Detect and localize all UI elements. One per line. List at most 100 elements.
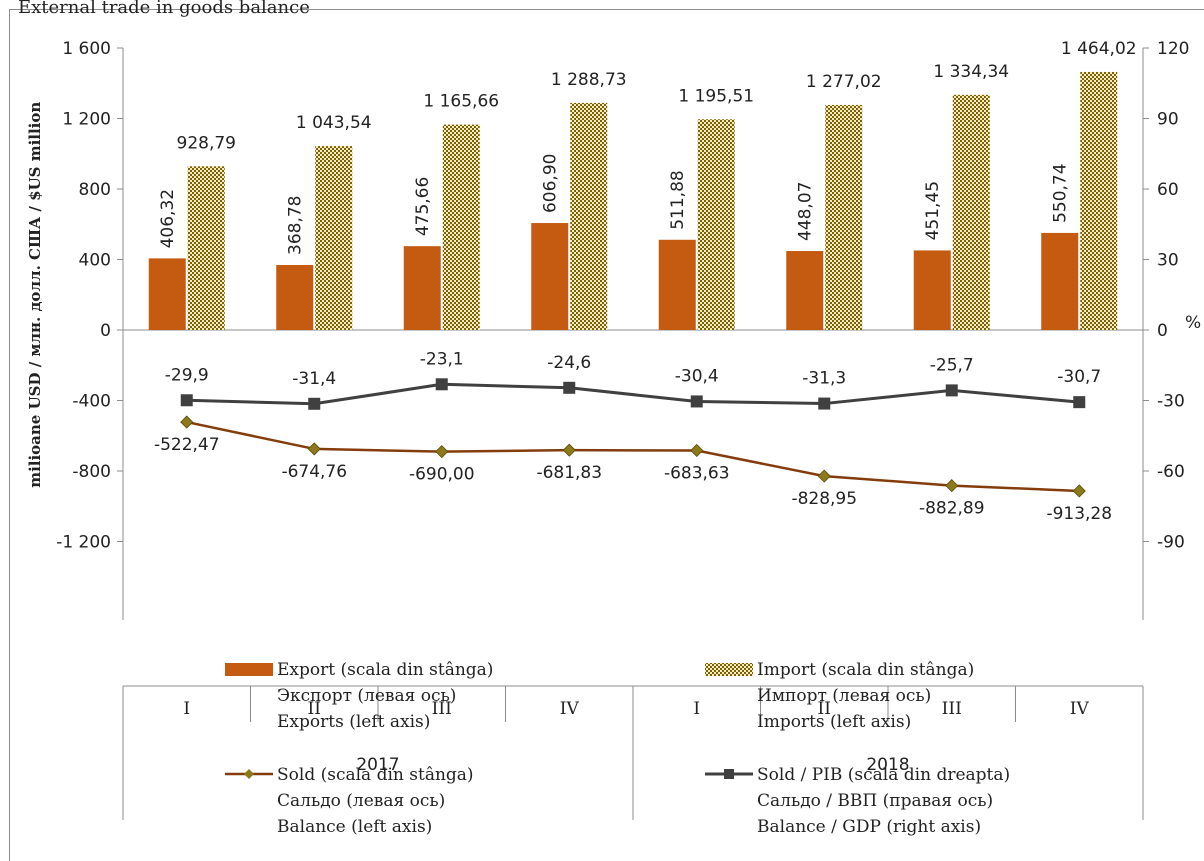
chart-frame: External trade in goods balance <box>9 0 1204 861</box>
year-label: 2018 <box>866 755 909 775</box>
left-tick-label: -1 200 <box>56 533 111 553</box>
export-bar <box>786 251 824 330</box>
export-bar <box>531 223 569 330</box>
balance-point <box>180 415 194 429</box>
balance-point <box>562 443 576 457</box>
balance-gdp-point <box>180 394 193 407</box>
left-tick-label: 0 <box>100 321 111 341</box>
import-bar <box>442 124 480 330</box>
export-bar <box>913 250 951 330</box>
export-data-label: 406,32 <box>158 189 178 248</box>
balance-point <box>307 442 321 456</box>
export-bar <box>276 265 314 330</box>
export-data-label: 606,90 <box>541 154 561 213</box>
export-bar <box>1041 232 1079 330</box>
axes: 1 600 1 200 800 400 0 -400 -800 -1 200 120 90 60 30… <box>26 39 1201 820</box>
balance-gdp-line <box>186 382 1080 406</box>
balance-gdp-data-label: -29,9 <box>165 365 209 385</box>
right-axis-unit: % <box>1185 313 1201 333</box>
balance-data-label: -681,83 <box>536 463 602 483</box>
balance-point <box>945 479 959 493</box>
balance-gdp-data-label: -23,1 <box>420 349 464 369</box>
balance-point <box>817 469 831 483</box>
balance-data-label: -683,63 <box>664 463 730 483</box>
export-data-label: 550,74 <box>1051 163 1071 222</box>
legend-balance-gdp-marker <box>724 769 734 779</box>
balance-data-label: -690,00 <box>409 465 475 485</box>
balance-gdp-data-label: -30,7 <box>1057 367 1101 387</box>
right-tick-label: -30 <box>1157 392 1185 412</box>
export-bar <box>148 258 186 330</box>
category-label: IV <box>1070 699 1090 719</box>
balance-point <box>690 443 704 458</box>
export-data-label: 475,66 <box>413 177 433 236</box>
category-label: III <box>942 699 962 719</box>
import-data-label: 1 195,51 <box>678 86 754 106</box>
legend-label: Сальдо / ВВП (правая ось) <box>757 791 993 811</box>
legend-label: Export (scala din stânga) <box>277 660 493 680</box>
legend-import-swatch <box>705 663 753 676</box>
legend-label: Exports (left axis) <box>277 712 430 732</box>
legend-label: Imports (left axis) <box>757 712 911 732</box>
balance-gdp-point <box>690 395 703 408</box>
legend-export-swatch <box>225 663 273 676</box>
export-data-label: 368,78 <box>286 196 306 255</box>
export-bar <box>403 246 441 330</box>
import-data-label: 928,79 <box>177 133 236 153</box>
legend-label: Экспорт (левая ось) <box>277 686 456 706</box>
data-labels: 406,32 368,78 475,66 606,90 511,88 448,07 451,… <box>154 39 1137 524</box>
import-data-label: 1 334,34 <box>933 62 1009 82</box>
export-data-label: 451,45 <box>923 181 943 240</box>
balance-data-label: -913,28 <box>1046 504 1112 524</box>
legend-balance-gdp: Sold / PIB (scala din dreapta) Сальдо / В… <box>705 765 1010 837</box>
balance-data-label: -522,47 <box>154 435 220 455</box>
left-axis-label: milioane USD / млн. долл. США / $US mill… <box>26 102 44 488</box>
balance-gdp-point <box>818 397 831 410</box>
balance-gdp-data-label: -24,6 <box>547 353 591 373</box>
lines <box>180 378 1086 498</box>
balance-gdp-data-label: -25,7 <box>930 355 974 375</box>
import-data-label: 1 288,73 <box>551 70 627 90</box>
right-tick-label: 120 <box>1157 39 1189 59</box>
legend-balance-marker <box>244 769 254 779</box>
balance-gdp-point <box>563 381 576 394</box>
category-label: II <box>818 699 831 719</box>
left-tick-label: 1 200 <box>62 110 111 130</box>
right-tick-label: 90 <box>1157 110 1179 130</box>
legend-label: Import (scala din stânga) <box>757 660 974 680</box>
balance-gdp-data-label: -31,4 <box>292 369 336 389</box>
legend-label: Сальдо (левая ось) <box>277 791 445 811</box>
legend-export: Export (scala din stânga) Экспорт (левая … <box>225 660 493 732</box>
balance-gdp-point <box>435 378 448 391</box>
balance-gdp-data-label: -30,4 <box>675 366 719 386</box>
right-tick-label: 30 <box>1157 251 1179 271</box>
import-data-label: 1 464,02 <box>1061 39 1137 59</box>
balance-data-label: -674,76 <box>281 462 347 482</box>
import-data-label: 1 043,54 <box>296 113 372 133</box>
import-bar <box>697 119 735 331</box>
balance-line <box>186 420 1080 493</box>
import-data-label: 1 277,02 <box>806 72 882 92</box>
export-bar <box>658 239 696 330</box>
category-label: III <box>432 699 452 719</box>
page-title: External trade in goods balance <box>18 0 310 18</box>
balance-data-label: -882,89 <box>919 499 985 519</box>
legend-label: Импорт (левая ось) <box>757 686 931 706</box>
left-tick-label: -400 <box>72 392 111 412</box>
import-bar <box>825 104 863 330</box>
import-bar <box>315 146 353 330</box>
legend-balance: Sold (scala din stânga) Сальдо (левая ось… <box>225 765 474 837</box>
right-tick-label: -90 <box>1157 533 1185 553</box>
left-tick-label: -800 <box>72 462 111 482</box>
import-bar <box>1080 71 1118 330</box>
legend-import: Import (scala din stânga) Импорт (левая о… <box>705 660 974 732</box>
legend-label: Sold (scala din stânga) <box>277 765 474 785</box>
import-data-label: 1 165,66 <box>423 92 499 112</box>
legend-label: Balance (left axis) <box>277 817 432 837</box>
export-data-label: 448,07 <box>796 182 816 241</box>
left-tick-label: 1 600 <box>62 39 111 59</box>
left-tick-label: 400 <box>79 251 111 271</box>
category-label: IV <box>560 699 580 719</box>
balance-data-label: -828,95 <box>791 489 857 509</box>
